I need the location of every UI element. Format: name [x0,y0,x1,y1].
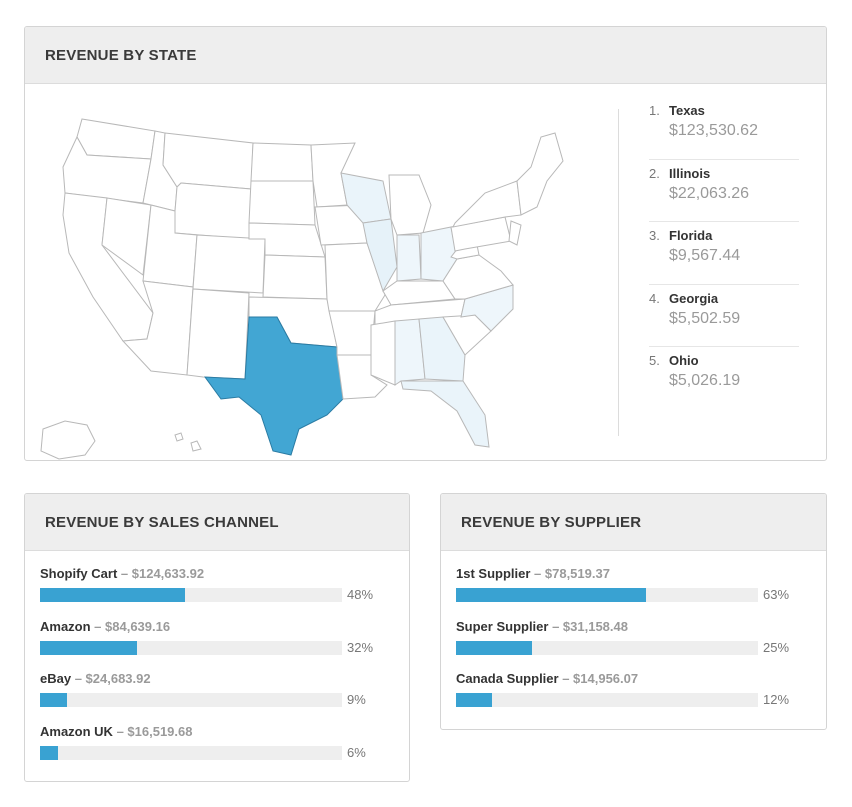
progress-fill [456,588,647,602]
channel-amount: – $84,639.16 [90,618,171,634]
progress-track [40,588,342,602]
us-map-svg [40,118,564,460]
revenue-by-sales-channel-panel: REVENUE BY SALES CHANNEL Shopify Cart – … [24,493,410,782]
state-new-york[interactable] [452,180,522,228]
channel-amount: – $24,683.92 [71,671,151,686]
progress-track [456,640,758,655]
supplier-amount: – $31,158.48 [548,618,628,634]
rank-number: 2. [649,165,660,181]
state-north-dakota[interactable] [250,142,314,182]
panel-title: REVENUE BY SUPPLIER [441,494,826,551]
supplier-percent: 63% [763,587,790,602]
supplier-name: Super Supplier [456,618,549,634]
progress-fill [40,640,137,655]
state-south-dakota[interactable] [248,180,316,226]
rank-number: 1. [649,103,660,118]
progress-fill [40,745,59,760]
state-texas[interactable] [203,316,344,456]
progress-track [40,693,342,707]
supplier-name: 1st Supplier [456,566,531,581]
state-revenue: $123,530.62 [669,122,758,139]
channel-amount: – $124,633.92 [117,566,205,581]
progress-track [40,745,342,760]
state-revenue: $22,063.26 [669,184,750,202]
channel-name: Amazon [40,618,91,634]
state-new-jersey[interactable] [508,220,522,246]
supplier-percent: 25% [763,639,790,655]
state-name: Illinois [669,165,711,181]
panel-title: REVENUE BY SALES CHANNEL [25,494,409,551]
state-revenue: $5,026.19 [669,372,741,389]
supplier-amount: – $78,519.37 [530,566,610,581]
channel-percent: 32% [347,639,374,655]
revenue-by-state-panel: REVENUE BY STATE [24,26,827,461]
rank-number: 3. [649,228,660,243]
channel-percent: 9% [347,692,366,707]
channel-amount: – $16,519.68 [112,723,193,739]
ranking-item: 5. Ohio $5,026.19 [649,347,799,410]
us-map [25,85,615,460]
rank-number: 4. [649,290,660,306]
progress-fill [40,588,185,602]
state-name: Georgia [669,290,719,306]
progress-fill [456,693,493,707]
channel-bar-item: Shopify Cart – $124,633.92 48% [40,566,390,619]
revenue-by-supplier-panel: REVENUE BY SUPPLIER 1st Supplier – $78,5… [440,493,827,730]
ranking-item: 2. Illinois $22,063.26 [649,160,799,222]
state-washington[interactable] [76,118,156,160]
state-kansas[interactable] [262,254,328,300]
progress-fill [456,640,532,655]
state-montana[interactable] [162,132,254,190]
state-colorado[interactable] [192,234,266,294]
channel-name: Shopify Cart [40,566,118,581]
channel-percent: 6% [347,744,366,760]
state-georgia[interactable] [418,316,466,382]
state-wyoming[interactable] [174,182,252,240]
ranking-item: 3. Florida $9,567.44 [649,222,799,285]
channel-bar-item: Amazon UK – $16,519.68 6% [40,724,390,777]
state-name: Texas [669,103,705,118]
progress-track [456,588,758,602]
state-ranking-list: 1. Texas $123,530.62 2. Illinois $22,063… [649,97,799,410]
ranking-item: 1. Texas $123,530.62 [649,97,799,160]
state-florida[interactable] [400,380,490,448]
state-alabama[interactable] [394,318,426,386]
supplier-bar-list: 1st Supplier – $78,519.37 63% Super Supp… [456,566,806,724]
state-name: Florida [669,228,713,243]
state-nevada[interactable] [101,197,152,276]
supplier-bar-item: Canada Supplier – $14,956.07 12% [456,671,806,724]
state-name: Ohio [669,353,699,368]
supplier-bar-item: Super Supplier – $31,158.48 25% [456,619,806,672]
progress-fill [40,693,68,707]
supplier-name: Canada Supplier [456,671,559,686]
state-new-mexico[interactable] [186,288,250,380]
panel-title: REVENUE BY STATE [25,27,826,84]
channel-bar-item: eBay – $24,683.92 9% [40,671,390,724]
supplier-percent: 12% [763,692,790,707]
supplier-bar-item: 1st Supplier – $78,519.37 63% [456,566,806,619]
channel-name: eBay [40,671,72,686]
state-revenue: $9,567.44 [669,247,741,264]
supplier-amount: – $14,956.07 [558,671,639,686]
channel-bar-list: Shopify Cart – $124,633.92 48% Amazon – … [40,566,390,776]
channel-name: Amazon UK [40,723,113,739]
divider [618,109,619,436]
state-mississippi[interactable] [370,320,396,386]
progress-track [40,640,342,655]
state-revenue: $5,502.59 [669,309,741,327]
ranking-item: 4. Georgia $5,502.59 [649,285,799,347]
state-new-england[interactable] [516,132,564,216]
progress-track [456,693,758,707]
state-hawaii[interactable] [174,432,202,452]
rank-number: 5. [649,353,660,368]
state-alaska[interactable] [40,420,96,460]
state-michigan[interactable] [388,174,432,236]
state-indiana[interactable] [396,234,422,282]
channel-percent: 48% [347,587,374,602]
channel-bar-item: Amazon – $84,639.16 32% [40,619,390,672]
state-illinois[interactable] [362,218,398,293]
